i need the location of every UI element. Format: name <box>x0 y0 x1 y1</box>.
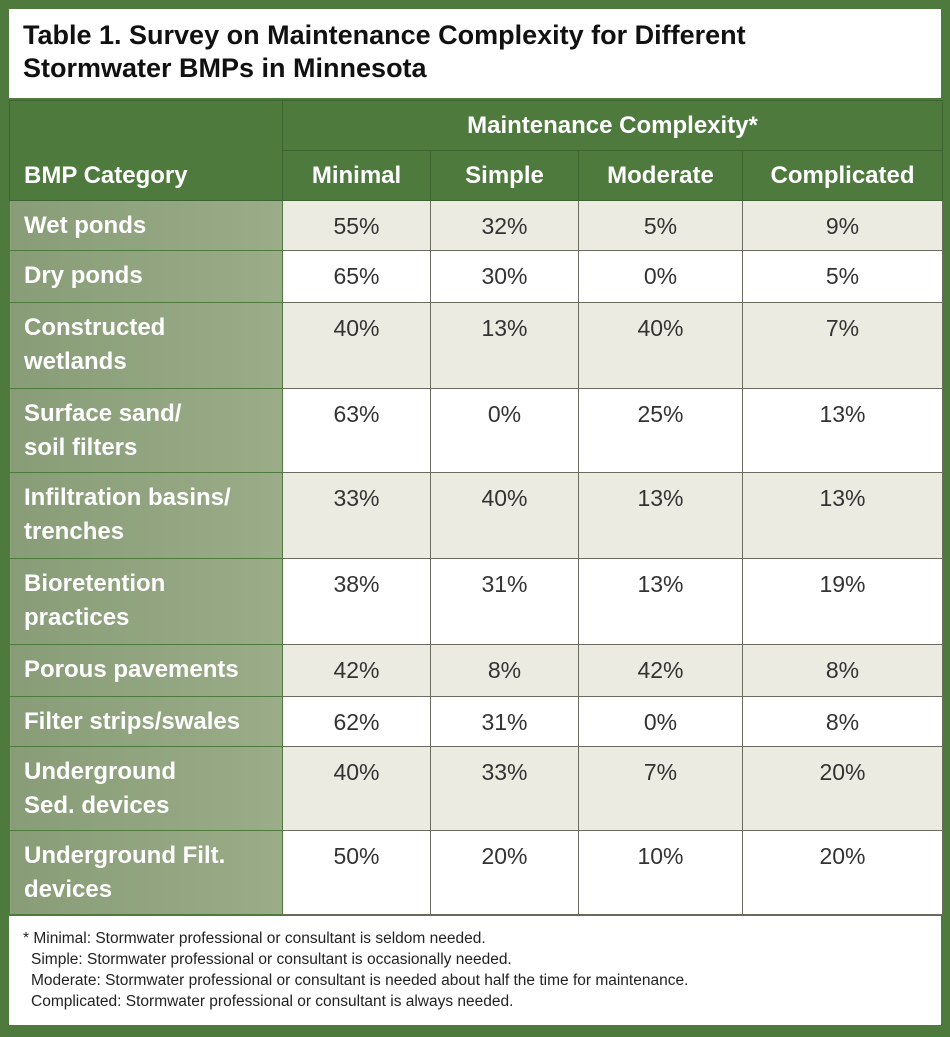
percentage-cell: 8% <box>742 644 943 697</box>
header-minimal: Minimal <box>282 150 431 201</box>
bmp-category-cell: Porous pavements <box>9 644 283 697</box>
percentage-cell: 9% <box>742 200 943 251</box>
header-moderate: Moderate <box>578 150 743 201</box>
bmp-category-line: devices <box>24 876 113 903</box>
percentage-cell: 42% <box>578 644 743 697</box>
bmp-category-cell: Surface sand/soil filters <box>9 388 283 473</box>
percentage-cell: 40% <box>430 472 579 559</box>
header-bmp-category: BMP Category <box>9 100 283 201</box>
percentage-cell: 50% <box>282 830 431 915</box>
percentage-cell: 33% <box>282 472 431 559</box>
table-row: Underground Sed. devices 40% 33% 7% 20% <box>9 746 943 831</box>
bmp-category-line: Infiltration basins/ <box>24 484 231 511</box>
table-row: Dry ponds 65% 30% 0% 5% <box>9 250 943 303</box>
percentage-cell: 25% <box>578 388 743 473</box>
table-row: Filter strips/swales 62% 31% 0% 8% <box>9 696 943 747</box>
footnote-minimal: * Minimal: Stormwater professional or co… <box>23 930 486 947</box>
header-row-group: BMP Category Maintenance Complexity* <box>9 100 943 201</box>
percentage-cell: 0% <box>578 250 743 303</box>
bmp-category-line: Constructed <box>24 314 166 341</box>
bmp-category-cell: Wet ponds <box>9 200 283 251</box>
footnotes: * Minimal: Stormwater professional or co… <box>9 916 941 1025</box>
percentage-cell: 19% <box>742 558 943 645</box>
bmp-category-cell: Underground Filt. devices <box>9 830 283 915</box>
percentage-cell: 31% <box>430 696 579 747</box>
table-title-line: Stormwater BMPs in Minnesota <box>23 53 427 83</box>
percentage-cell: 38% <box>282 558 431 645</box>
percentage-cell: 33% <box>430 746 579 831</box>
table-row: Porous pavements 42% 8% 42% 8% <box>9 644 943 697</box>
bmp-category-line: Bioretention <box>24 570 166 597</box>
percentage-cell: 40% <box>282 302 431 389</box>
percentage-cell: 32% <box>430 200 579 251</box>
header-complicated: Complicated <box>742 150 943 201</box>
maintenance-complexity-table: BMP Category Maintenance Complexity* Min… <box>9 100 943 915</box>
bmp-category-line: soil filters <box>24 434 138 461</box>
bmp-category-line: Porous pavements <box>24 656 239 683</box>
bmp-category-cell: Constructed wetlands <box>9 302 283 389</box>
percentage-cell: 31% <box>430 558 579 645</box>
bmp-category-line: practices <box>24 604 130 631</box>
percentage-cell: 40% <box>282 746 431 831</box>
bmp-category-cell: Underground Sed. devices <box>9 746 283 831</box>
percentage-cell: 13% <box>742 388 943 473</box>
bmp-category-cell: Infiltration basins/trenches <box>9 472 283 559</box>
percentage-cell: 55% <box>282 200 431 251</box>
footnote-complicated: Complicated: Stormwater professional or … <box>31 993 514 1010</box>
table-title-line: Table 1. Survey on Maintenance Complexit… <box>23 20 746 50</box>
percentage-cell: 5% <box>578 200 743 251</box>
bmp-category-line: Surface sand/ <box>24 400 182 427</box>
table-row: Underground Filt. devices 50% 20% 10% 20% <box>9 830 943 915</box>
bmp-category-line: Underground <box>24 758 176 785</box>
bmp-category-cell: Filter strips/swales <box>9 696 283 747</box>
percentage-cell: 42% <box>282 644 431 697</box>
table-row: Wet ponds 55% 32% 5% 9% <box>9 200 943 251</box>
percentage-cell: 20% <box>742 746 943 831</box>
percentage-cell: 40% <box>578 302 743 389</box>
bmp-category-line: Wet ponds <box>24 212 147 239</box>
percentage-cell: 0% <box>578 696 743 747</box>
percentage-cell: 7% <box>578 746 743 831</box>
percentage-cell: 7% <box>742 302 943 389</box>
table-row: Bioretention practices 38% 31% 13% 19% <box>9 558 943 645</box>
percentage-cell: 65% <box>282 250 431 303</box>
percentage-cell: 13% <box>578 558 743 645</box>
percentage-cell: 10% <box>578 830 743 915</box>
table-row: Infiltration basins/trenches 33% 40% 13% 13% <box>9 472 943 559</box>
table-title: Table 1. Survey on Maintenance Complexit… <box>9 9 941 98</box>
bmp-category-line: Underground Filt. <box>24 842 226 869</box>
footnote-simple: Simple: Stormwater professional or consu… <box>31 951 512 968</box>
percentage-cell: 63% <box>282 388 431 473</box>
footnote-moderate: Moderate: Stormwater professional or con… <box>31 972 689 989</box>
percentage-cell: 5% <box>742 250 943 303</box>
bmp-category-line: wetlands <box>24 348 127 375</box>
header-maintenance-complexity: Maintenance Complexity* <box>282 100 943 151</box>
table-row: Constructed wetlands 40% 13% 40% 7% <box>9 302 943 389</box>
bmp-category-line: trenches <box>24 518 125 545</box>
bmp-category-line: Filter strips/swales <box>24 708 241 735</box>
percentage-cell: 20% <box>430 830 579 915</box>
bmp-category-cell: Bioretention practices <box>9 558 283 645</box>
header-simple: Simple <box>430 150 579 201</box>
percentage-cell: 13% <box>578 472 743 559</box>
percentage-cell: 30% <box>430 250 579 303</box>
percentage-cell: 13% <box>430 302 579 389</box>
percentage-cell: 0% <box>430 388 579 473</box>
percentage-cell: 8% <box>430 644 579 697</box>
percentage-cell: 13% <box>742 472 943 559</box>
percentage-cell: 20% <box>742 830 943 915</box>
percentage-cell: 62% <box>282 696 431 747</box>
bmp-category-line: Dry ponds <box>24 262 143 289</box>
bmp-category-cell: Dry ponds <box>9 250 283 303</box>
header-row-columns: Minimal Simple Moderate Complicated <box>10 150 943 201</box>
bmp-category-line: Sed. devices <box>24 792 170 819</box>
table-row: Surface sand/soil filters 63% 0% 25% 13% <box>9 388 943 473</box>
percentage-cell: 8% <box>742 696 943 747</box>
